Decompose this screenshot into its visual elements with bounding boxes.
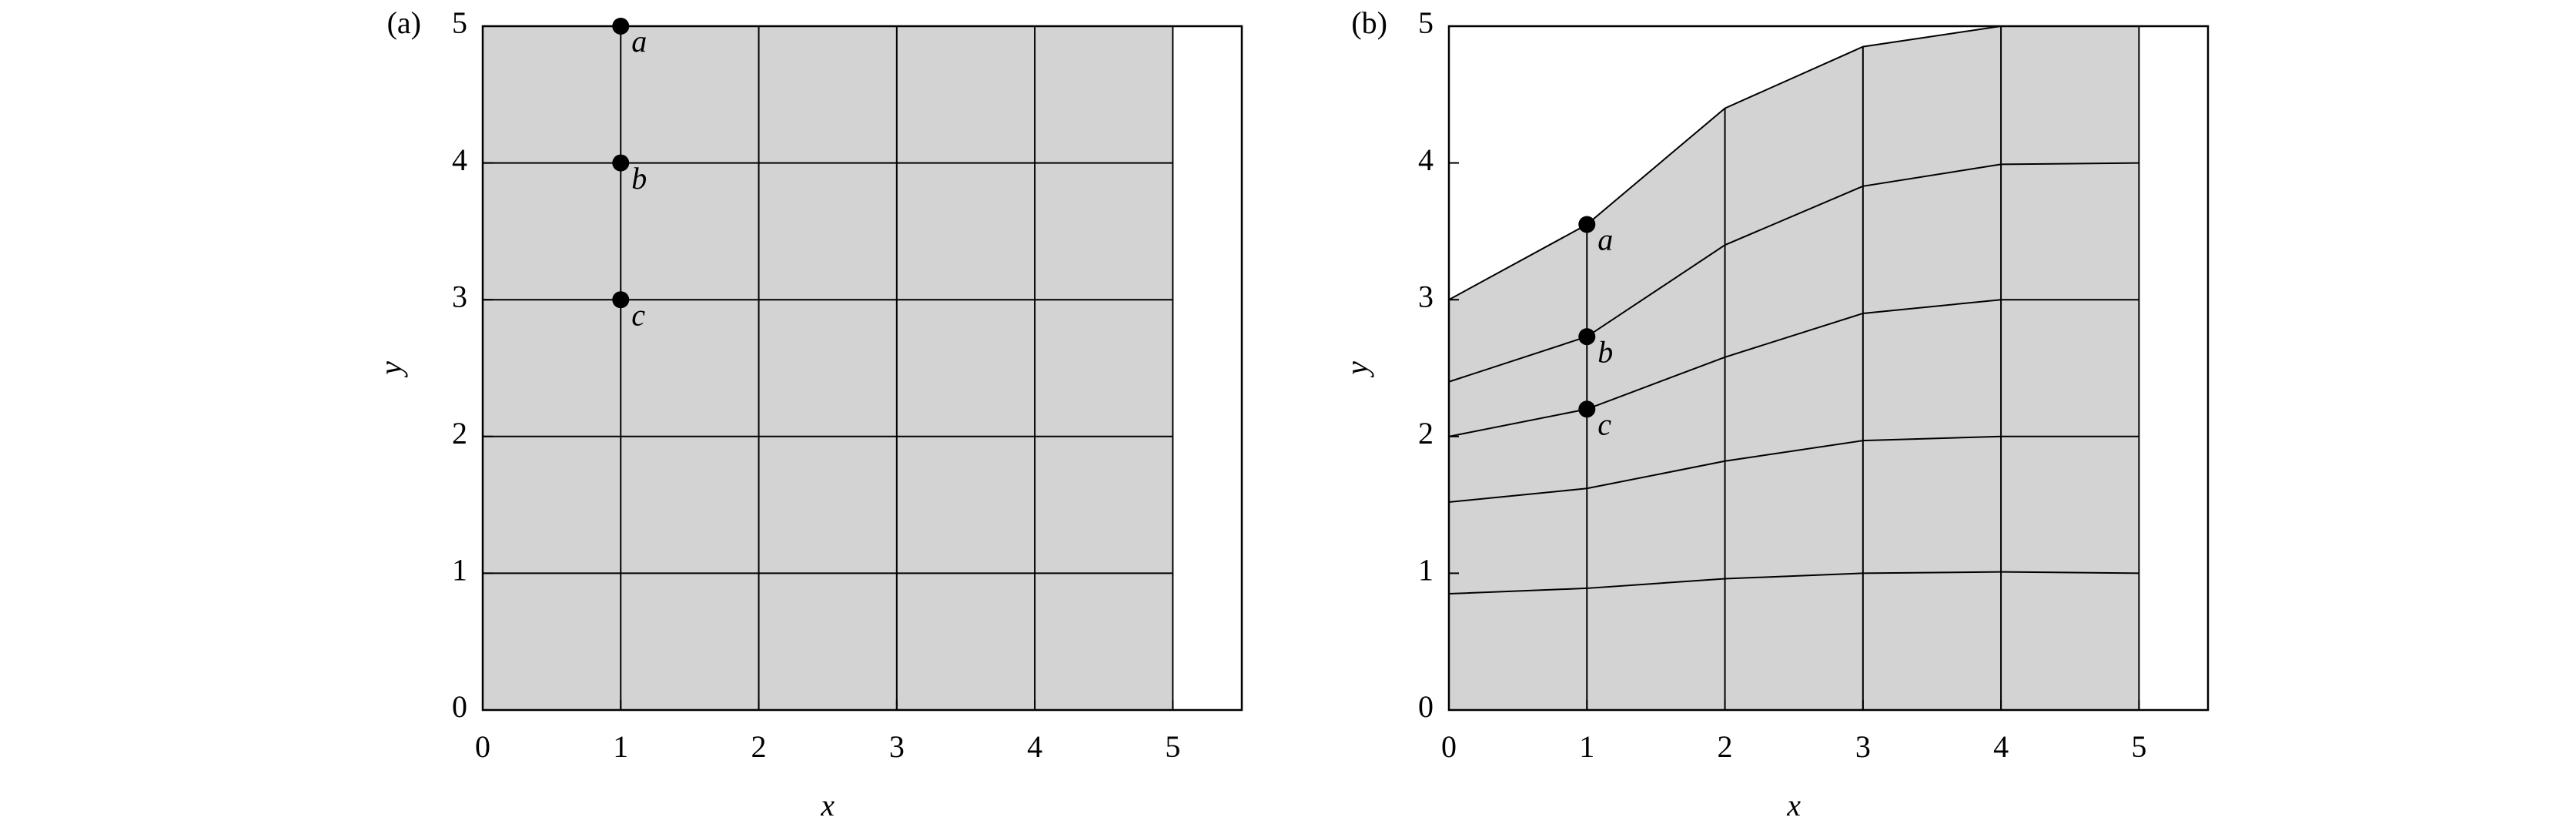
y-tick-label: 1: [1418, 553, 1434, 588]
y-tick-label: 3: [452, 279, 467, 313]
axes-frame: [1447, 25, 2210, 712]
y-tick-label: 5: [452, 5, 467, 40]
mesh-fill: [483, 26, 1173, 710]
x-tick-label: 0: [1441, 729, 1457, 764]
x-tick-label: 4: [1993, 729, 2009, 764]
point: [1578, 400, 1596, 418]
x-tick-label: 3: [889, 729, 905, 764]
mesh-curve: [1448, 435, 2139, 504]
x-tick-label: 1: [613, 729, 628, 764]
panel-label: (b): [1351, 5, 1387, 40]
y-tick-label: 0: [452, 689, 467, 724]
point: [612, 291, 630, 309]
x-tick-label: 1: [1579, 729, 1594, 764]
x-tick-label: 4: [1027, 729, 1042, 764]
point-label: a: [631, 24, 647, 59]
point: [612, 18, 630, 35]
point: [1578, 216, 1596, 233]
y-tick-label: 4: [1418, 142, 1434, 177]
panel-label: (a): [387, 5, 421, 40]
point-label: c: [1597, 407, 1611, 441]
point-label: b: [631, 161, 647, 196]
mesh-fill: [1449, 26, 2139, 710]
x-tick-label: 3: [1855, 729, 1871, 764]
axes-frame: [481, 25, 1243, 712]
x-tick-label: 2: [751, 729, 767, 764]
x-tick-label: 0: [475, 729, 490, 764]
x-axis-label: x: [820, 788, 835, 822]
mesh-curve: [1448, 299, 2139, 437]
point-label: a: [1597, 223, 1613, 257]
x-tick-label: 5: [1165, 729, 1180, 764]
y-tick-label: 2: [452, 416, 467, 450]
y-tick-label: 1: [452, 553, 467, 588]
mesh-curve: [1448, 571, 2139, 595]
y-axis-label: y: [1340, 361, 1374, 378]
x-tick-label: 2: [1718, 729, 1733, 764]
y-axis-label: y: [373, 361, 408, 378]
y-tick-label: 2: [1418, 416, 1434, 450]
y-tick-label: 4: [452, 142, 467, 177]
x-axis-label: x: [1786, 788, 1801, 822]
point-label: b: [1597, 334, 1613, 369]
mesh-curve: [1448, 162, 2139, 383]
y-tick-label: 0: [1418, 689, 1434, 724]
point: [612, 154, 630, 172]
y-tick-label: 3: [1418, 279, 1434, 313]
y-tick-label: 5: [1418, 5, 1434, 40]
point: [1578, 328, 1596, 346]
x-tick-label: 5: [2131, 729, 2146, 764]
point-label: c: [631, 297, 645, 332]
